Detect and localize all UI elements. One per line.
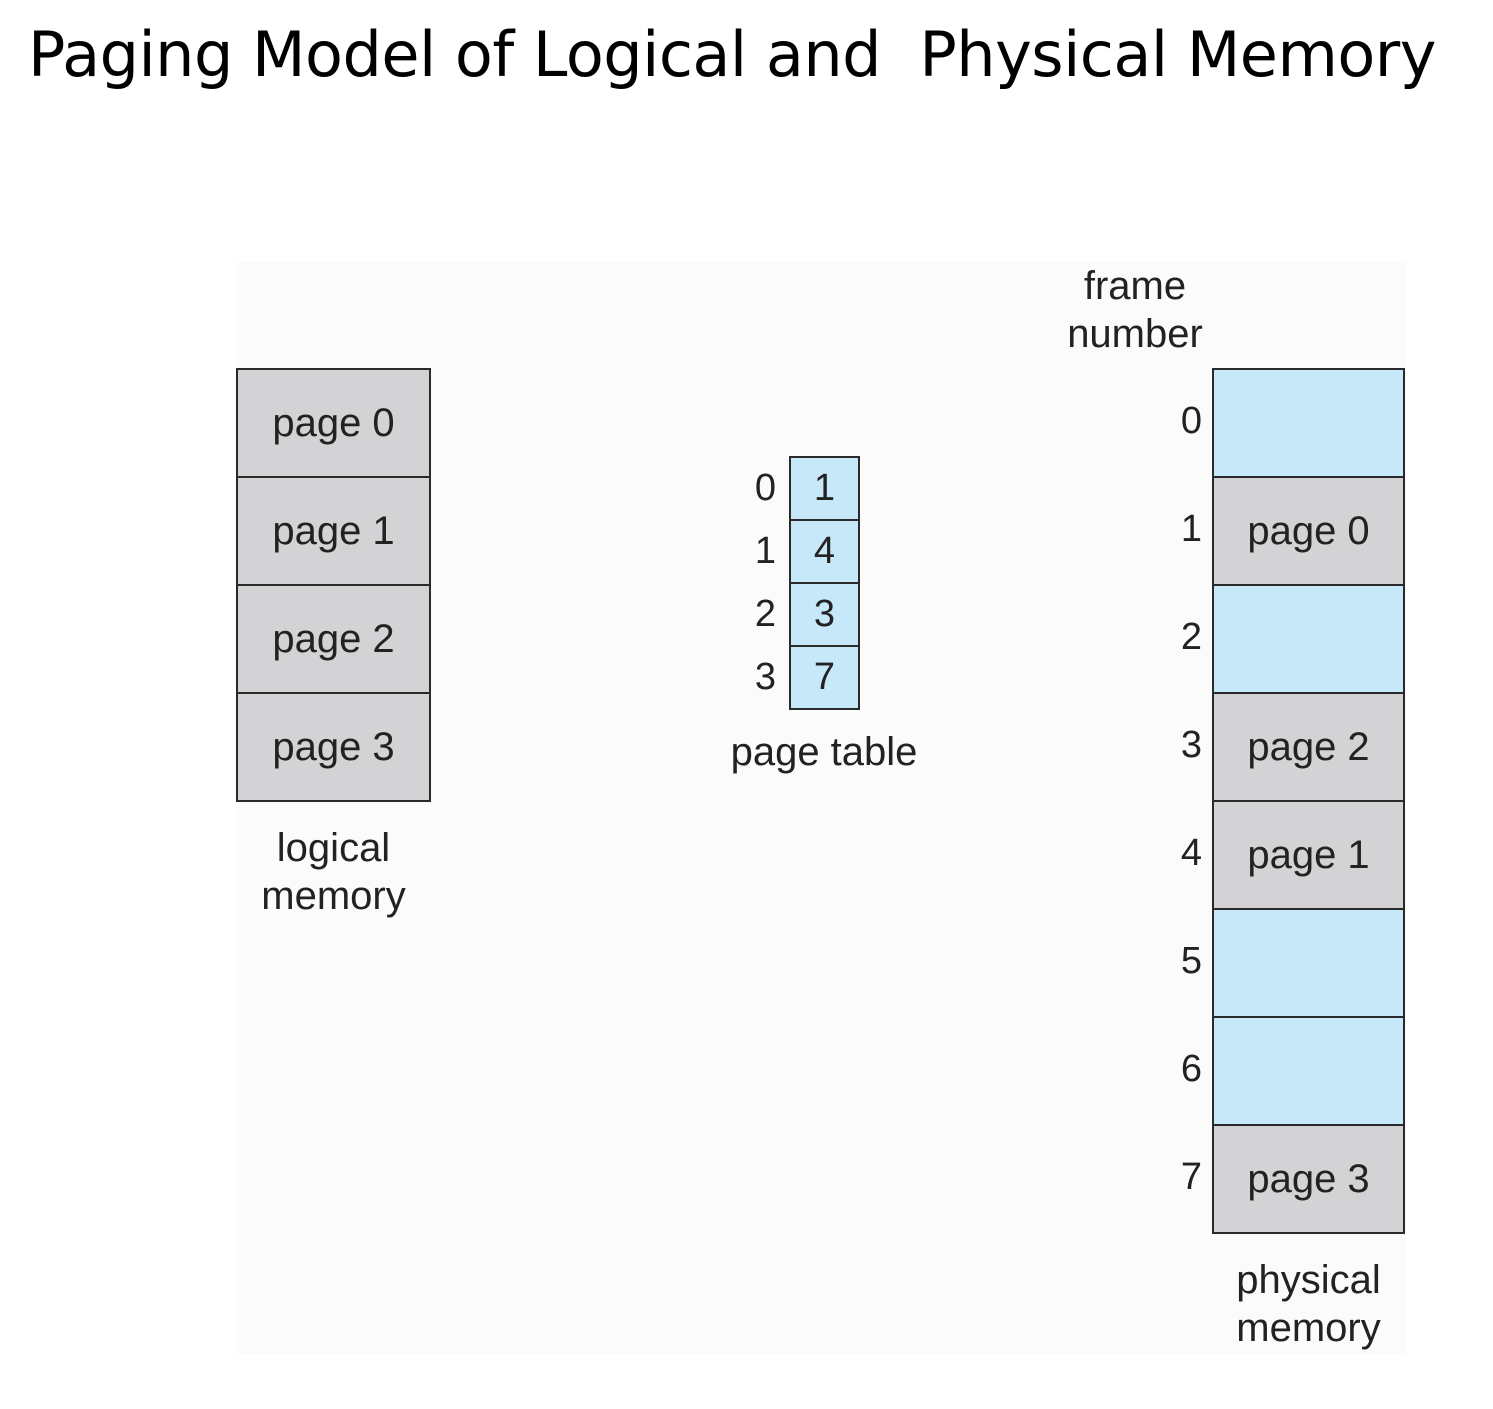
frame-number-1: 1 [1180,508,1202,550]
diagram-background [236,262,1406,1354]
page-table-entry-0: 1 [789,456,860,521]
physical-memory-label: physical memory [1212,1256,1405,1352]
page-table-index-3: 3 [754,656,776,698]
page-table-entry-3: 7 [789,645,860,710]
logical-page-3: page 3 [236,692,431,802]
logical-page-1: page 1 [236,476,431,586]
logical-page-0: page 0 [236,368,431,478]
frame-number-header-line2: number [1067,312,1203,356]
frame-number-7: 7 [1180,1156,1202,1198]
physical-frame-1: page 0 [1212,476,1405,586]
physical-frame-4: page 1 [1212,800,1405,910]
page-table-entry-1: 4 [789,519,860,584]
physical-frame-5 [1212,908,1405,1018]
frame-number-header: frame number [1050,262,1220,358]
physical-frame-0 [1212,368,1405,478]
physical-frame-6 [1212,1016,1405,1126]
frame-number-4: 4 [1180,832,1202,874]
frame-number-6: 6 [1180,1048,1202,1090]
logical-memory-label: logical memory [236,824,431,920]
page-table-index-1: 1 [754,530,776,572]
frame-number-0: 0 [1180,400,1202,442]
slide-title: Paging Model of Logical and Physical Mem… [28,18,1436,91]
logical-memory-label-line1: logical [276,826,391,870]
logical-page-2: page 2 [236,584,431,694]
physical-frame-2 [1212,584,1405,694]
page-table-index-2: 2 [754,593,776,635]
logical-memory-label-line2: memory [261,874,406,918]
frame-number-2: 2 [1180,616,1202,658]
physical-frame-7: page 3 [1212,1124,1405,1234]
frame-number-5: 5 [1180,940,1202,982]
physical-frame-3: page 2 [1212,692,1405,802]
frame-number-3: 3 [1180,724,1202,766]
physical-memory-label-line1: physical [1236,1258,1381,1302]
page-table-label: page table [730,730,918,774]
physical-memory-label-line2: memory [1236,1306,1381,1350]
page-table-index-0: 0 [754,467,776,509]
frame-number-header-line1: frame [1083,264,1187,308]
page-table-entry-2: 3 [789,582,860,647]
